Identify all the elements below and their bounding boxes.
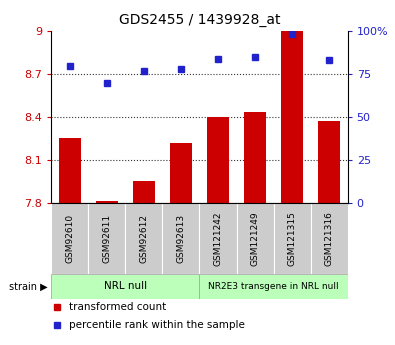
Bar xyxy=(244,112,266,204)
Bar xyxy=(199,274,348,299)
Bar xyxy=(310,204,348,274)
Bar xyxy=(59,138,81,204)
Text: NRL null: NRL null xyxy=(104,282,147,292)
Text: GSM92611: GSM92611 xyxy=(102,214,111,263)
Bar xyxy=(51,204,88,274)
Bar xyxy=(207,117,229,204)
Text: GSM121316: GSM121316 xyxy=(325,211,334,266)
Bar xyxy=(281,31,303,204)
Text: GSM92613: GSM92613 xyxy=(177,214,186,263)
Bar xyxy=(199,204,237,274)
Text: transformed count: transformed count xyxy=(69,302,166,312)
Text: strain ▶: strain ▶ xyxy=(9,282,47,292)
Text: NR2E3 transgene in NRL null: NR2E3 transgene in NRL null xyxy=(208,282,339,291)
Bar xyxy=(170,143,192,204)
Text: GSM121242: GSM121242 xyxy=(213,211,222,266)
Text: percentile rank within the sample: percentile rank within the sample xyxy=(69,320,245,330)
Bar xyxy=(88,204,126,274)
Bar xyxy=(133,181,155,204)
Text: GSM92610: GSM92610 xyxy=(65,214,74,263)
Bar xyxy=(96,200,118,204)
Bar xyxy=(51,274,199,299)
Bar xyxy=(237,204,274,274)
Title: GDS2455 / 1439928_at: GDS2455 / 1439928_at xyxy=(119,13,280,27)
Bar xyxy=(162,204,199,274)
Text: GSM92612: GSM92612 xyxy=(139,214,149,263)
Bar xyxy=(318,121,340,204)
Bar xyxy=(126,204,162,274)
Text: GSM121315: GSM121315 xyxy=(288,211,297,266)
Bar xyxy=(274,204,310,274)
Text: GSM121249: GSM121249 xyxy=(250,211,260,266)
